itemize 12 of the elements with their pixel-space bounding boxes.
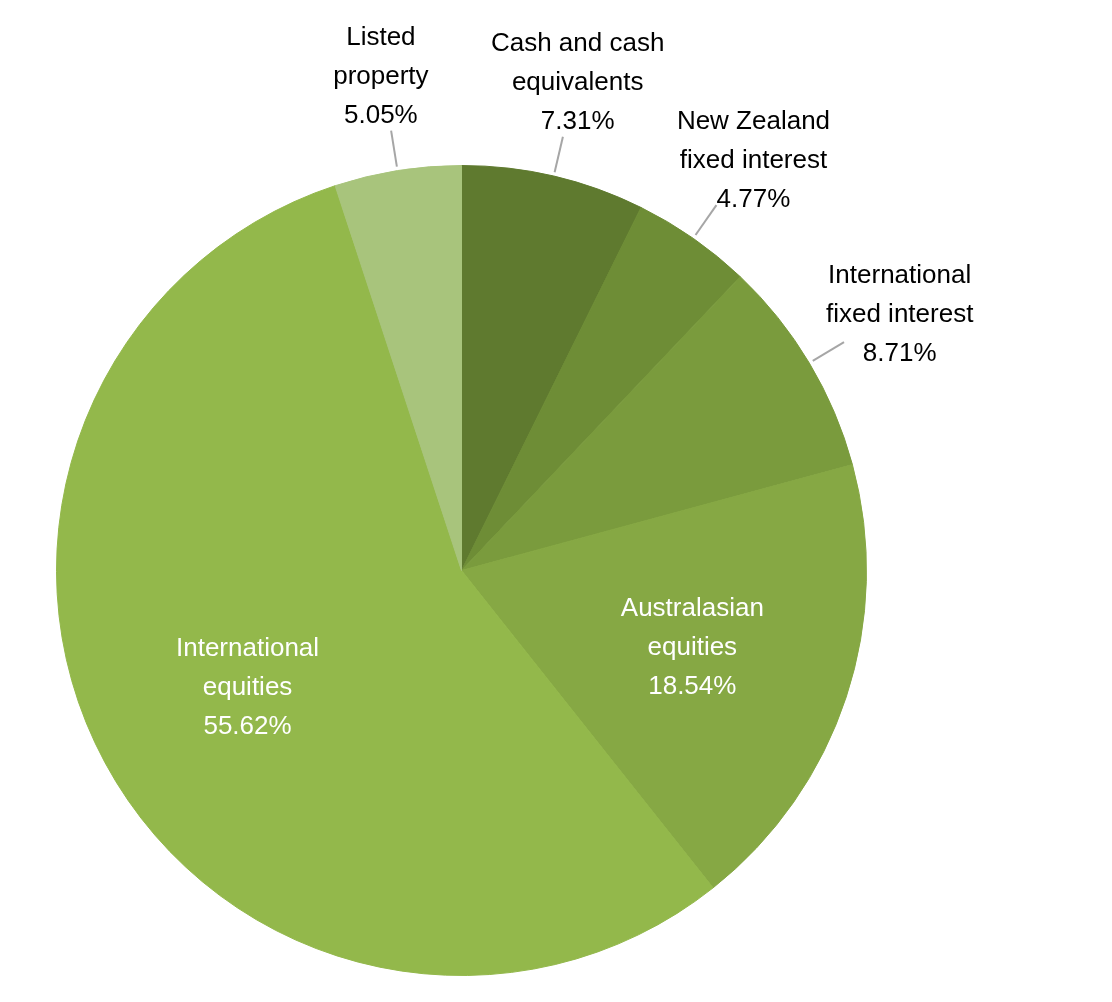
- data-label: 4.77%: [716, 182, 791, 213]
- data-label: 18.54%: [648, 670, 737, 701]
- data-label: 5.05%: [344, 98, 418, 129]
- data-label: 55.62%: [203, 709, 292, 740]
- slice-label: New Zealand fixed interest: [676, 104, 831, 174]
- slice-label: Cash and cash equivalents: [490, 27, 665, 97]
- slice-label: Listed property: [333, 20, 429, 90]
- data-label: 8.71%: [862, 337, 937, 368]
- slice-label: Australasian equities: [620, 592, 764, 662]
- slice-label: International equities: [175, 631, 320, 701]
- data-label: 7.31%: [540, 105, 615, 136]
- slice-label: International fixed interest: [825, 259, 975, 329]
